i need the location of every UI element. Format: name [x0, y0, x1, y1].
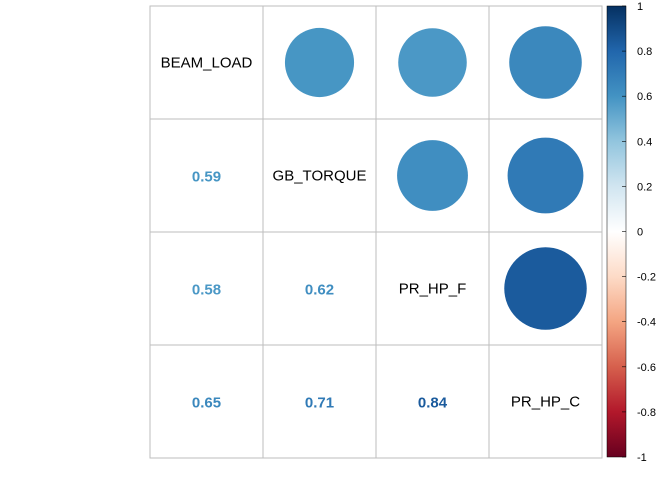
- matrix-cell-3-0: [149, 344, 264, 459]
- correlation-circle: [507, 137, 584, 214]
- colorbar-tick-label: 0.6: [637, 91, 652, 103]
- matrix-marks: BEAM_LOAD GB_TORQUE PR_HP_F PR_HP_C 0.59 0.58…: [161, 26, 587, 412]
- variable-label: PR_HP_C: [511, 394, 580, 411]
- matrix-cell-3-3: [488, 344, 603, 459]
- correlation-value: 0.58: [192, 282, 221, 299]
- colorbar-tick-label: -1: [637, 452, 647, 464]
- colorbar-tick-label: 0.4: [637, 136, 652, 148]
- variable-label: PR_HP_F: [399, 281, 467, 298]
- correlation-circle: [397, 140, 468, 211]
- matrix-cell-0-0: [149, 5, 264, 120]
- correlation-value: 0.59: [192, 169, 221, 186]
- matrix-cell-1-1: [262, 118, 377, 233]
- correlation-circle: [398, 28, 467, 97]
- correlation-value: 0.71: [305, 395, 334, 412]
- matrix-cell-3-2: [375, 344, 490, 459]
- colorbar-tick-label: 0.2: [637, 181, 652, 193]
- colorbar-tick-label: 1: [637, 1, 643, 13]
- correlation-circle: [509, 26, 582, 99]
- correlation-circle: [504, 247, 587, 330]
- correlation-value: 0.62: [305, 282, 334, 299]
- matrix-cell-2-1: [262, 231, 377, 346]
- correlation-value: 0.65: [192, 395, 221, 412]
- variable-label: BEAM_LOAD: [161, 55, 253, 72]
- correlation-value: 0.84: [418, 395, 448, 412]
- variable-label: GB_TORQUE: [273, 168, 367, 185]
- colorbar-tick-label: -0.6: [637, 362, 656, 374]
- colorbar-tick-label: 0: [637, 227, 643, 239]
- matrix-cell-3-1: [262, 344, 377, 459]
- matrix-cell-1-0: [149, 118, 264, 233]
- matrix-cells: [149, 5, 603, 459]
- correlation-circle: [284, 27, 355, 98]
- colorbar-tick-label: -0.8: [637, 407, 656, 419]
- colorbar-tick-label: -0.4: [637, 317, 656, 329]
- colorbar-tick-label: -0.2: [637, 272, 656, 284]
- colorbar: 1 0.8 0.6 0.4 0.2 0 -0.2 -0.4 -0.6 -0.8 -1: [606, 1, 656, 464]
- colorbar-tick-label: 0.8: [637, 46, 652, 58]
